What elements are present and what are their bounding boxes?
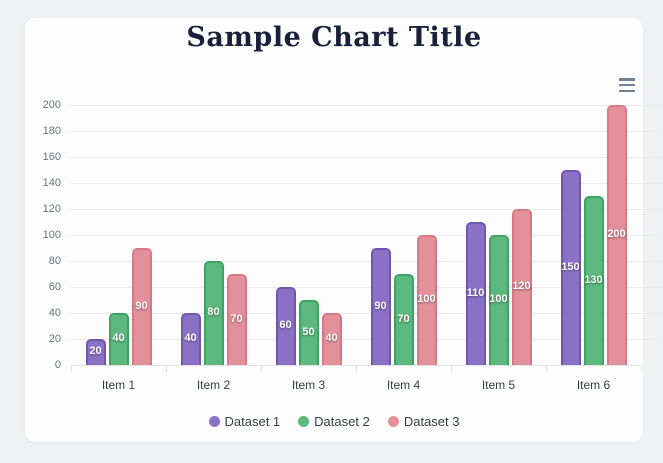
y-axis-label: 40: [48, 307, 61, 319]
x-axis-tick: [261, 366, 262, 372]
y-axis-label: 180: [42, 125, 61, 137]
y-axis-label: 140: [42, 177, 61, 189]
bar-dataset-2-item-5[interactable]: [488, 235, 509, 365]
gridline: [71, 235, 662, 236]
gridline: [71, 183, 662, 184]
x-axis-tick: [641, 366, 642, 372]
legend-marker-icon: [387, 416, 399, 427]
gridline: [71, 209, 662, 210]
gridline: [71, 157, 662, 158]
bar-dataset-3-item-2[interactable]: [226, 274, 247, 365]
menu-bar: [619, 89, 635, 92]
gridline: [71, 105, 662, 106]
y-axis-label: 20: [48, 333, 61, 345]
hamburger-menu-icon[interactable]: [619, 78, 635, 92]
bar-dataset-2-item-4[interactable]: [393, 274, 414, 365]
x-axis-category-label: Item 1: [101, 378, 136, 392]
bar-dataset-3-item-4[interactable]: [416, 235, 437, 365]
y-axis-label: 60: [48, 281, 61, 293]
gridline: [71, 287, 662, 288]
chart-card: Sample Chart Title 0 20 40 60 80 100 120 140 160…: [25, 18, 662, 442]
legend-item-dataset-3[interactable]: Dataset 3: [387, 414, 460, 429]
y-axis-label: 200: [42, 99, 61, 111]
legend-label: Dataset 1: [224, 414, 281, 429]
legend-item-dataset-2[interactable]: Dataset 2: [298, 414, 370, 429]
chart-title: Sample Chart Title: [186, 22, 482, 53]
bar-dataset-3-item-6[interactable]: [606, 105, 627, 365]
y-axis-label: 0: [54, 359, 61, 371]
x-axis-tick: [451, 366, 452, 372]
x-axis-tick: [166, 366, 167, 372]
legend-marker-icon: [208, 416, 220, 427]
legend-label: Dataset 3: [403, 414, 460, 429]
x-axis-tick: [546, 366, 547, 372]
bar-dataset-3-item-1[interactable]: [131, 248, 152, 365]
x-axis-category-label: Item 5: [481, 378, 516, 392]
bar-dataset-1-item-2[interactable]: [180, 313, 201, 365]
y-axis-label: 160: [42, 151, 61, 163]
legend-item-dataset-1[interactable]: Dataset 1: [208, 414, 281, 429]
bar-dataset-1-item-4[interactable]: [370, 248, 391, 365]
gridline: [71, 313, 662, 314]
x-axis-category-label: Item 3: [291, 378, 326, 392]
bar-dataset-2-item-3[interactable]: [298, 300, 319, 365]
x-axis-category-label: Item 6: [576, 378, 611, 392]
bar-dataset-1-item-3[interactable]: [275, 287, 296, 365]
menu-bar: [619, 83, 635, 87]
x-axis-category-label: Item 4: [386, 378, 421, 392]
gridline: [71, 131, 662, 132]
chart-legend: Dataset 1 Dataset 2 Dataset 3: [25, 414, 643, 429]
bar-dataset-1-item-6[interactable]: [560, 170, 581, 365]
gridline: [71, 261, 662, 262]
chart-plot-area: 0 20 40 60 80 100 120 140 160 180 200 Item 1 20 40 90 I…: [25, 18, 662, 442]
y-axis-label: 80: [48, 255, 61, 267]
y-axis-label: 120: [42, 203, 61, 215]
bar-dataset-1-item-5[interactable]: [465, 222, 486, 365]
bar-dataset-2-item-2[interactable]: [203, 261, 224, 365]
x-axis-line: [71, 365, 641, 366]
x-axis-tick: [356, 366, 357, 372]
menu-bar: [619, 78, 635, 81]
legend-marker-icon: [298, 416, 310, 427]
x-axis-category-label: Item 2: [196, 378, 231, 392]
bar-dataset-2-item-6[interactable]: [583, 196, 604, 365]
y-axis-label: 100: [42, 229, 61, 241]
bar-dataset-3-item-5[interactable]: [511, 209, 532, 365]
gridline: [71, 339, 662, 340]
legend-label: Dataset 2: [314, 414, 370, 429]
bar-dataset-2-item-1[interactable]: [108, 313, 129, 365]
bar-dataset-1-item-1[interactable]: [85, 339, 106, 365]
bar-dataset-3-item-3[interactable]: [321, 313, 342, 365]
x-axis-tick: [71, 366, 72, 372]
